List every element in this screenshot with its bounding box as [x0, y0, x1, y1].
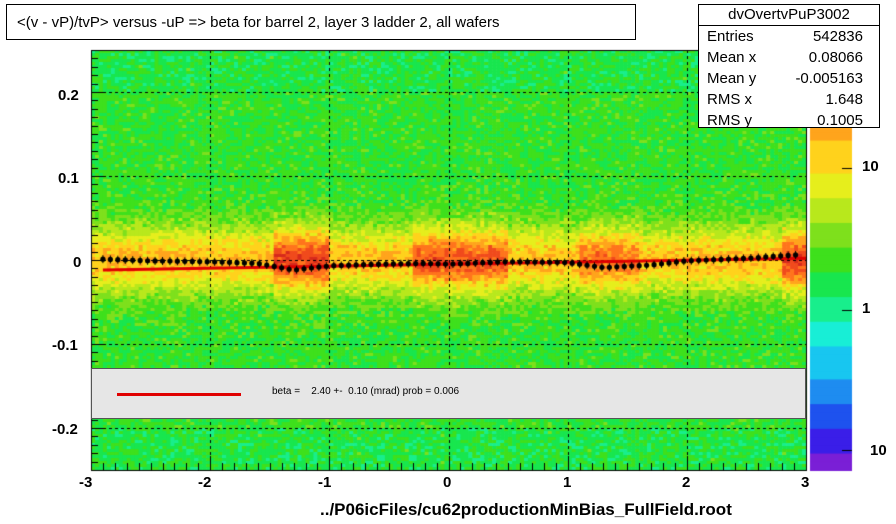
z-tick-label: 1: [862, 300, 871, 317]
stats-row-mean-y: Mean y -0.005163: [699, 68, 879, 89]
stats-label: RMS y: [707, 112, 752, 129]
z-tick-label: 10: [862, 158, 879, 175]
stats-label: Mean x: [707, 49, 757, 66]
x-axis-title: ../P06icFiles/cu62productionMinBias_Full…: [320, 500, 732, 519]
y-tick-label: 0: [73, 254, 82, 271]
fit-legend-line: [117, 393, 241, 396]
chart-title: <(v - vP)/tvP> versus -uP => beta for ba…: [6, 4, 636, 40]
stats-value: 1.648: [825, 91, 863, 108]
x-tick-label: 2: [682, 474, 691, 491]
fit-legend-text: beta = 2.40 +- 0.10 (mrad) prob = 0.006: [272, 386, 460, 397]
stats-row-rms-y: RMS y 0.1005: [699, 110, 879, 131]
stats-value: 542836: [812, 28, 863, 45]
y-tick-label: -0.1: [52, 337, 78, 354]
x-tick-label: -3: [79, 474, 93, 491]
stats-value: 0.1005: [817, 112, 863, 129]
stats-name: dvOvertvPuP3002: [699, 5, 879, 26]
stats-label: RMS x: [707, 91, 752, 108]
stats-box: dvOvertvPuP3002 Entries 542836 Mean x 0.…: [698, 4, 880, 131]
stats-value: -0.005163: [795, 70, 863, 87]
stats-row-entries: Entries 542836: [699, 26, 879, 47]
x-tick-label: 0: [443, 474, 452, 491]
x-tick-label: -2: [198, 474, 212, 491]
stats-row-rms-x: RMS x 1.648: [699, 89, 879, 110]
stats-label: Entries: [707, 28, 754, 45]
z-tick-label: 10: [870, 442, 887, 459]
y-tick-label: -0.2: [52, 421, 78, 438]
stats-row-mean-x: Mean x 0.08066: [699, 47, 879, 68]
x-tick-label: -1: [318, 474, 332, 491]
y-tick-label: 0.2: [58, 87, 79, 104]
fit-legend: beta = 2.40 +- 0.10 (mrad) prob = 0.006: [91, 368, 806, 419]
stats-value: 0.08066: [808, 49, 863, 66]
stats-label: Mean y: [707, 70, 757, 87]
y-tick-label: 0.1: [58, 170, 79, 187]
x-tick-label: 3: [801, 474, 810, 491]
x-tick-label: 1: [563, 474, 572, 491]
